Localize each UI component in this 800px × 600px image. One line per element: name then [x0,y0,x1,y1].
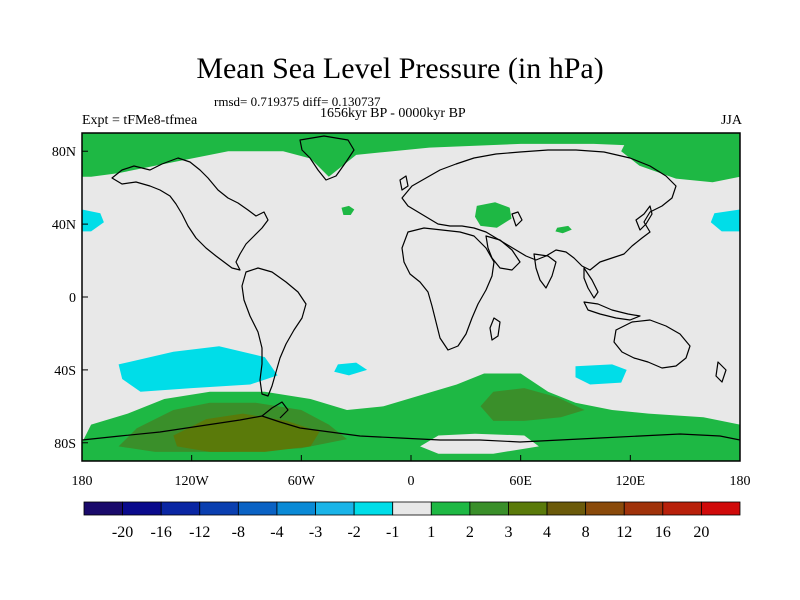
coast-europe-asia [401,149,677,271]
coast-antarctica [82,415,740,443]
region-south-pacific-blue [118,346,278,392]
coast-caspian [511,211,523,227]
colorbar-swatch [430,501,471,516]
colorbar-swatch [83,501,123,516]
x-tick-label: 180 [72,474,93,489]
region-north-atlantic-blob [341,205,355,215]
coast-south-america [241,267,307,397]
region-south-atlantic-blue [334,362,368,376]
colorbar-swatch [701,501,741,516]
region-antarctica-white-hole [420,433,539,454]
chart-title: Mean Sea Level Pressure (in hPa) [196,52,604,85]
coast-north-america [111,157,269,271]
region-tibet-blob [555,225,572,234]
colorbar-label: -3 [309,524,322,541]
colorbar-label: 20 [693,524,709,541]
colorbar-swatch [392,501,432,516]
x-tick-label: 0 [408,474,415,489]
y-axis: 80N 40N 0 40S 80S [52,145,88,452]
colorbar-label: 12 [616,524,632,541]
colorbar-swatch [199,501,239,516]
colorbar-swatch [315,501,355,516]
period-label: 1656kyr BP - 0000kyr BP [320,106,466,121]
colorbar-label: -12 [189,524,210,541]
colorbar-label: -20 [112,524,133,541]
colorbar-label: -2 [347,524,360,541]
colorbar-swatch [585,501,625,516]
region-east-pacific-blue-left [82,209,104,232]
x-tick-label: 180 [730,474,751,489]
colorbar-label: 16 [655,524,671,541]
stats-label: rmsd= 0.719375 diff= 0.130737 [214,94,381,109]
region-arctic-canada-greenland [82,133,740,177]
region-east-antarctic-dark-green [480,388,585,421]
coast-uk [399,175,409,191]
y-tick-label: 80S [54,437,76,452]
colorbar-swatch [160,501,201,516]
season-label: JJA [720,113,742,128]
coast-new-zealand [715,361,727,383]
region-east-pacific-blue-right [710,209,740,232]
x-tick-label: 60E [509,474,532,489]
colorbar-label: -4 [270,524,283,541]
colorbar-swatch [353,501,394,516]
colorbar-swatch [546,501,587,516]
x-tick-label: 60W [288,474,316,489]
colorbar-swatch [237,501,278,516]
colorbar-label: 3 [504,524,512,541]
y-tick-label: 0 [69,291,76,306]
coast-australia [613,319,691,369]
colorbar-swatch [623,501,664,516]
colorbar: -20 -16 -12 -8 -4 -3 -2 -1 1 2 3 4 8 12 16 20 [83,501,741,541]
x-axis: 180 120W 60W 0 60E 120E 180 [72,455,751,489]
y-tick-label: 40N [52,218,76,233]
coast-arabia [485,235,521,271]
coast-antarctic-peninsula [261,401,289,419]
colorbar-swatch [276,501,316,516]
coast-indonesia [583,301,641,321]
coast-madagascar [489,317,501,341]
coast-greenland [299,135,355,181]
region-indian-ocean-blue [575,364,627,385]
colorbar-label: 1 [427,524,435,541]
colorbar-label: -16 [151,524,172,541]
y-tick-label: 80N [52,145,76,160]
colorbar-label: 4 [543,524,551,541]
region-north-pacific-east-anomaly [621,133,740,183]
colorbar-swatch [508,501,548,516]
coast-southeast-asia [583,267,599,299]
experiment-label: Expt = tFMe8-tfmea [82,113,198,128]
y-tick-label: 40S [54,364,76,379]
colorbar-label: 8 [582,524,590,541]
colorbar-swatch [122,501,162,516]
colorbar-swatch [469,501,509,516]
colorbar-swatch [662,501,702,516]
colorbar-label: 2 [466,524,474,541]
colorbar-label: -1 [386,524,399,541]
x-tick-label: 120E [616,474,646,489]
coast-japan [635,205,653,231]
colorbar-label: -8 [232,524,245,541]
region-caspian-blob [475,202,512,228]
coastlines [82,135,740,443]
x-tick-label: 120W [175,474,210,489]
coast-africa [401,227,495,351]
coast-india [533,253,557,289]
